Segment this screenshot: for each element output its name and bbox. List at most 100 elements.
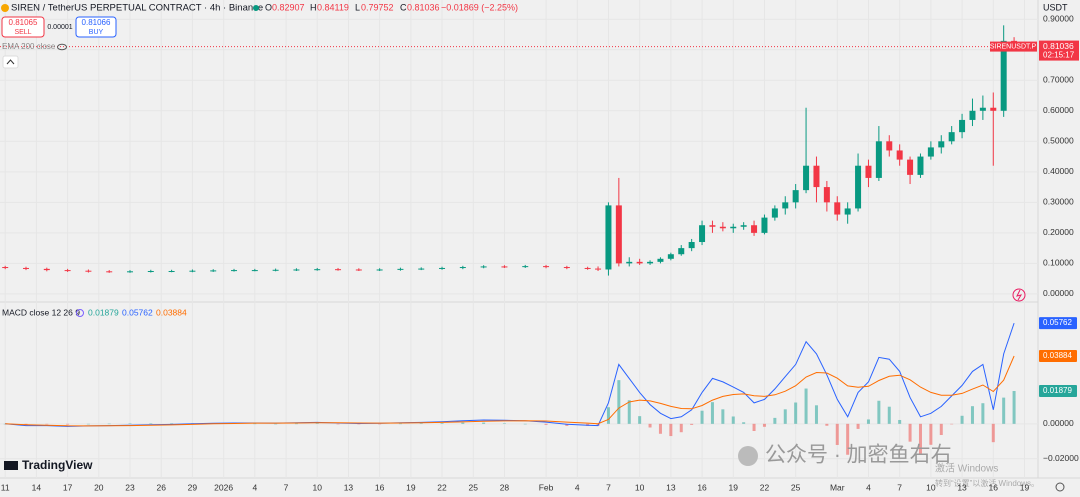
x-tick-label: 14 (32, 482, 42, 492)
histogram-bar (86, 423, 90, 425)
candle-body (865, 165, 872, 178)
x-tick-label: 16 (375, 482, 385, 492)
macd-value: 0.05762 (122, 307, 153, 317)
symbol-icon (1, 4, 9, 12)
candle-body (147, 271, 154, 273)
candle-body (1000, 40, 1007, 111)
candle-body (657, 258, 664, 262)
histogram-bar (170, 423, 174, 424)
histogram-bar (887, 406, 891, 424)
candle-body (792, 190, 799, 203)
y-tick-label: 0.00000 (1043, 288, 1074, 298)
histogram-bar (866, 419, 870, 424)
histogram-bar (742, 422, 746, 424)
collapse-button[interactable] (2, 55, 19, 69)
candle-body (803, 165, 810, 191)
y-tick-label: −0.02000 (1043, 453, 1079, 463)
candle-body (927, 147, 934, 157)
alert-icon[interactable] (1012, 288, 1026, 302)
histogram-bar (502, 423, 506, 424)
ohlc-label: C (400, 2, 407, 12)
candle-body (210, 270, 217, 272)
price-tag: 0.81036 (1043, 41, 1074, 51)
macd-line (5, 355, 1015, 427)
candle-body (522, 266, 529, 268)
candle-body (127, 271, 134, 273)
sell-label: SELL (14, 29, 31, 36)
x-tick-label: 4 (252, 482, 257, 492)
histogram-bar (1012, 390, 1016, 424)
x-tick-label: 4 (575, 482, 580, 492)
candle-body (459, 267, 466, 269)
sell-button[interactable] (1, 16, 45, 38)
histogram-bar (440, 423, 444, 424)
collapse-icon (6, 59, 15, 65)
visibility-icon[interactable] (57, 43, 67, 51)
settings-icon[interactable] (1055, 482, 1065, 492)
symbol-tag-box (990, 41, 1037, 52)
candle-body (314, 269, 321, 271)
buy-button[interactable] (75, 16, 117, 38)
histogram-bar (991, 423, 995, 443)
candle-body (730, 226, 737, 229)
candle-body (64, 270, 71, 272)
histogram-bar (648, 423, 652, 428)
histogram-bar (731, 416, 735, 424)
candle-body (823, 187, 830, 203)
x-tick-label: 20 (94, 482, 104, 492)
histogram-bar (523, 423, 527, 425)
candle-body (376, 269, 383, 271)
y-tick-label: 0.00000 (1043, 418, 1074, 428)
histogram-bar (669, 423, 673, 437)
x-tick-label: 10 (312, 482, 322, 492)
unit-label: USDT (1043, 2, 1068, 12)
x-tick-label: 13 (957, 482, 967, 492)
value-tag-box (1039, 384, 1077, 397)
candle-body (844, 208, 851, 215)
candle-body (563, 267, 570, 269)
ohlc-value: 0.84119 (317, 2, 349, 12)
candle-body (771, 208, 778, 218)
candle-body (678, 248, 685, 255)
candle-body (106, 271, 113, 273)
candle-body (834, 202, 841, 215)
histogram-bar (846, 423, 850, 455)
x-tick-label: 11 (1, 482, 10, 492)
x-tick-label: 4 (866, 482, 871, 492)
y-tick-label: 0.50000 (1043, 136, 1074, 146)
activation-hint: 转到“设置”以激活 Windows。 (935, 478, 1039, 488)
countdown: 02:15:17 (1043, 51, 1075, 60)
wechat-icon (738, 446, 758, 466)
histogram-bar (128, 423, 132, 424)
candle-body (23, 267, 30, 269)
candle-body (168, 271, 175, 273)
candle-body (990, 107, 997, 111)
candle-body (875, 141, 882, 178)
watermark: 公众号 · 加密鱼右右 (765, 444, 952, 467)
x-tick-label: 22 (437, 482, 447, 492)
histogram-bar (835, 423, 839, 445)
histogram-bar (398, 423, 402, 425)
histogram-bar (794, 402, 798, 424)
x-tick-label: 16 (989, 482, 999, 492)
macd-hist-value: 0.01879 (88, 307, 119, 317)
candle-body (979, 107, 986, 111)
histogram-bar (294, 423, 298, 425)
histogram-bar (898, 419, 902, 424)
ohlc-value: 0.81036 (407, 2, 440, 12)
candle-body (761, 217, 768, 233)
histogram-bar (825, 423, 829, 426)
x-tick-label: 19 (729, 482, 739, 492)
candle-body (938, 141, 945, 148)
ohlc-label: O (265, 2, 272, 12)
candle-body (480, 266, 487, 268)
x-tick-label: 2026 (214, 482, 233, 492)
candle-body (751, 225, 758, 233)
histogram-bar (378, 423, 382, 425)
activation-notice: 激活 Windows (935, 462, 998, 475)
symbol-title: SIREN / TetherUS PERPETUAL CONTRACT · 4h… (11, 3, 263, 14)
grid: 0.00000 0.10000 0.20000 0.30000 0.40000 0.500… (1043, 13, 1079, 464)
histogram-bar (565, 423, 569, 426)
candle-body (688, 242, 695, 249)
candle-body (959, 119, 966, 133)
